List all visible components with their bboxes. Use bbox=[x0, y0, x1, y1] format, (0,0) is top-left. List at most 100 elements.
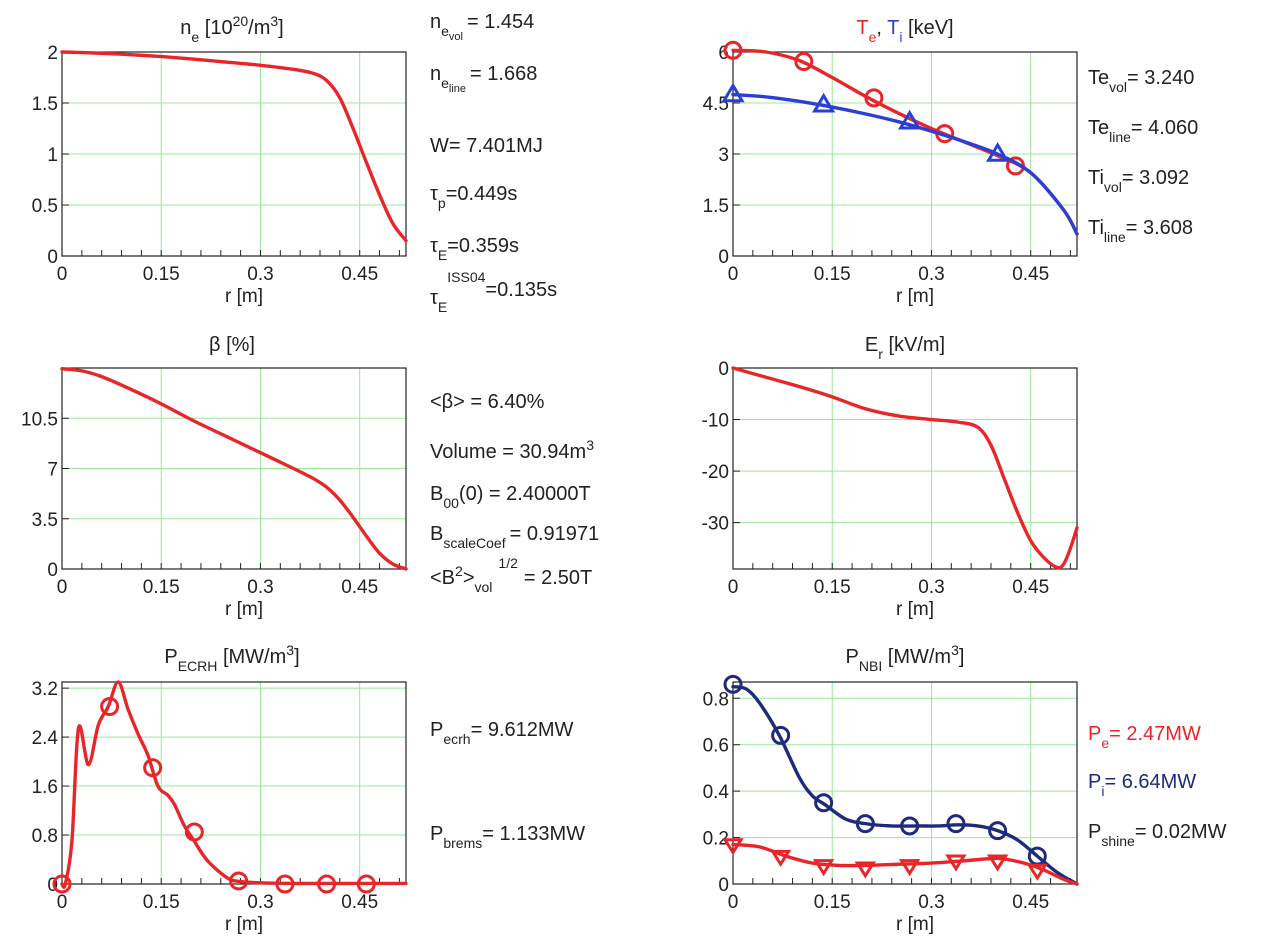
er-xtick-label: 0.3 bbox=[918, 577, 944, 598]
pnbi-ytick-label: 0 bbox=[718, 875, 729, 896]
pnbi-series-0-line bbox=[731, 684, 1079, 886]
b2: <B2>vol1/2= 2.50T bbox=[430, 555, 592, 595]
teti-xtick-label: 0.3 bbox=[918, 264, 944, 285]
ne-xtick-label: 0.45 bbox=[341, 264, 378, 285]
teti-plot: 0 0.15 0.3 0.45 0 1.5 3 4.5 6 r [m] bbox=[703, 40, 1079, 307]
ti-vol: Tivol= 3.092 bbox=[1088, 167, 1189, 195]
pnbi-ytick-label: 0.2 bbox=[703, 829, 729, 850]
er-plot: 0 0.15 0.3 0.45 0 -10 -20 -30 r [m] bbox=[702, 359, 1079, 620]
pnbi-xtick-label: 0.15 bbox=[814, 892, 851, 913]
pecrh-ytick-label: 1.6 bbox=[32, 777, 58, 798]
pecrh-series-0-line bbox=[60, 680, 408, 889]
pnbi-ytick-label: 0.4 bbox=[703, 782, 730, 803]
pnbi-series-0-marker bbox=[900, 816, 920, 836]
er-ytick-label: -20 bbox=[702, 462, 729, 483]
teti-series-1-line bbox=[731, 92, 1079, 236]
teti-xtick-label: 0 bbox=[728, 264, 739, 285]
teti-ytick-label: 0 bbox=[718, 247, 729, 268]
pnbi-xtick-label: 0.3 bbox=[918, 892, 944, 913]
ne-ytick-label: 1.5 bbox=[32, 94, 58, 115]
ne-vol-label: nevol= 1.454 bbox=[430, 11, 534, 43]
ne-ytick-label: 0.5 bbox=[32, 196, 58, 217]
pnbi-series-0-marker bbox=[771, 725, 791, 745]
ne-xtick-label: 0.3 bbox=[247, 264, 273, 285]
pnbi-title: PNBI [MW/m3] bbox=[846, 642, 965, 674]
pnbi-series-1-marker bbox=[854, 861, 877, 879]
ne-xtick-label: 0.15 bbox=[143, 264, 180, 285]
pnbi-ytick-label: 0.6 bbox=[703, 736, 729, 757]
pe-total: Pe= 2.47MW bbox=[1088, 723, 1201, 751]
teti-series-1-marker bbox=[898, 109, 922, 130]
pecrh-series-0-marker bbox=[275, 874, 295, 894]
pecrh-title: PECRH [MW/m3] bbox=[164, 642, 299, 674]
teti-series-1-marker bbox=[812, 92, 836, 113]
pnbi-xlabel: r [m] bbox=[896, 914, 934, 935]
pnbi-series-1-marker bbox=[945, 854, 967, 872]
teti-ytick-label: 4.5 bbox=[703, 94, 729, 115]
pecrh-xtick-label: 0.3 bbox=[247, 892, 273, 913]
teti-xtick-label: 0.15 bbox=[814, 264, 851, 285]
pecrh-ytick-label: 0.8 bbox=[32, 826, 58, 847]
ne-plot: 0 0.15 0.3 0.45 0 0.5 1 1.5 2 r [m] bbox=[32, 43, 408, 307]
ne-line-label: neline= 1.668 bbox=[430, 63, 537, 95]
teti-ytick-label: 6 bbox=[718, 43, 729, 64]
ne-ytick-label: 1 bbox=[47, 145, 58, 166]
pecrh-series-0-marker bbox=[317, 874, 337, 894]
beta-xlabel: r [m] bbox=[225, 599, 263, 620]
volume: Volume = 30.94m3 bbox=[430, 437, 594, 463]
beta-xtick-label: 0.45 bbox=[341, 577, 378, 598]
pecrh-ytick-label: 3.2 bbox=[32, 679, 58, 700]
pnbi-series-1-marker bbox=[986, 854, 1009, 872]
er-frame bbox=[732, 367, 1078, 570]
beta-title: β [%] bbox=[209, 334, 255, 356]
pecrh-xtick-label: 0 bbox=[57, 892, 68, 913]
beta-ytick-label: 3.5 bbox=[32, 510, 58, 531]
pshine-total: Pshine= 0.02MW bbox=[1088, 821, 1227, 849]
er-ytick-label: 0 bbox=[718, 359, 729, 380]
er-title: Er [kV/m] bbox=[865, 334, 945, 362]
teti-series-0-marker bbox=[864, 88, 884, 108]
teti-series-0-marker bbox=[794, 52, 814, 72]
pnbi-plot: 0 0.15 0.3 0.45 0 0.2 0.4 0.6 0.8 r [m] bbox=[703, 674, 1079, 935]
ne-ytick-label: 2 bbox=[47, 43, 58, 64]
pecrh-series-0-marker bbox=[100, 696, 120, 716]
tau-e: τE=0.359s bbox=[430, 235, 519, 263]
pnbi-series-0-marker bbox=[814, 793, 834, 813]
pnbi-xtick-label: 0 bbox=[728, 892, 739, 913]
teti-series-0-line bbox=[731, 48, 1079, 236]
beta-plot: 0 0.15 0.3 0.45 0 3.5 7 10.5 r [m] bbox=[21, 367, 408, 620]
pnbi-series-0-marker bbox=[855, 814, 875, 834]
pecrh-total: Pecrh= 9.612MW bbox=[430, 719, 574, 747]
teti-series-1-marker bbox=[721, 82, 745, 103]
teti-ytick-label: 3 bbox=[718, 145, 729, 166]
pecrh-series-0-marker bbox=[356, 874, 376, 894]
pnbi-series-1-marker bbox=[722, 838, 744, 856]
beta-ytick-label: 0 bbox=[47, 560, 58, 581]
beta-ytick-label: 7 bbox=[47, 460, 58, 481]
pecrh-frame bbox=[61, 681, 407, 885]
tau-iss: τEISS04=0.135s bbox=[430, 269, 557, 315]
ne-title: ne [1020/m3] bbox=[180, 13, 283, 45]
pnbi-frame bbox=[732, 681, 1078, 885]
ne-series-0-line bbox=[60, 50, 408, 243]
er-xtick-label: 0 bbox=[728, 577, 739, 598]
beta-xtick-label: 0.3 bbox=[247, 577, 273, 598]
pecrh-series-0-marker bbox=[52, 874, 72, 894]
pecrh-xtick-label: 0.15 bbox=[143, 892, 180, 913]
bscale: BscaleCoef = 0.91971 bbox=[430, 523, 599, 551]
pnbi-series-0-marker bbox=[723, 674, 743, 694]
te-vol: Tevol= 3.240 bbox=[1088, 67, 1194, 95]
pnbi-xtick-label: 0.45 bbox=[1012, 892, 1049, 913]
ne-ytick-label: 0 bbox=[47, 247, 58, 268]
teti-ytick-label: 1.5 bbox=[703, 196, 729, 217]
beta-ytick-label: 10.5 bbox=[21, 409, 58, 430]
ti-line: Tiline= 3.608 bbox=[1088, 217, 1193, 245]
pnbi-series-1-marker bbox=[812, 859, 835, 877]
beta-xtick-label: 0 bbox=[57, 577, 68, 598]
b00: B00(0) = 2.40000T bbox=[430, 483, 591, 511]
pnbi-series-1-marker bbox=[1026, 863, 1049, 881]
er-xlabel: r [m] bbox=[896, 599, 934, 620]
teti-xtick-label: 0.45 bbox=[1012, 264, 1049, 285]
